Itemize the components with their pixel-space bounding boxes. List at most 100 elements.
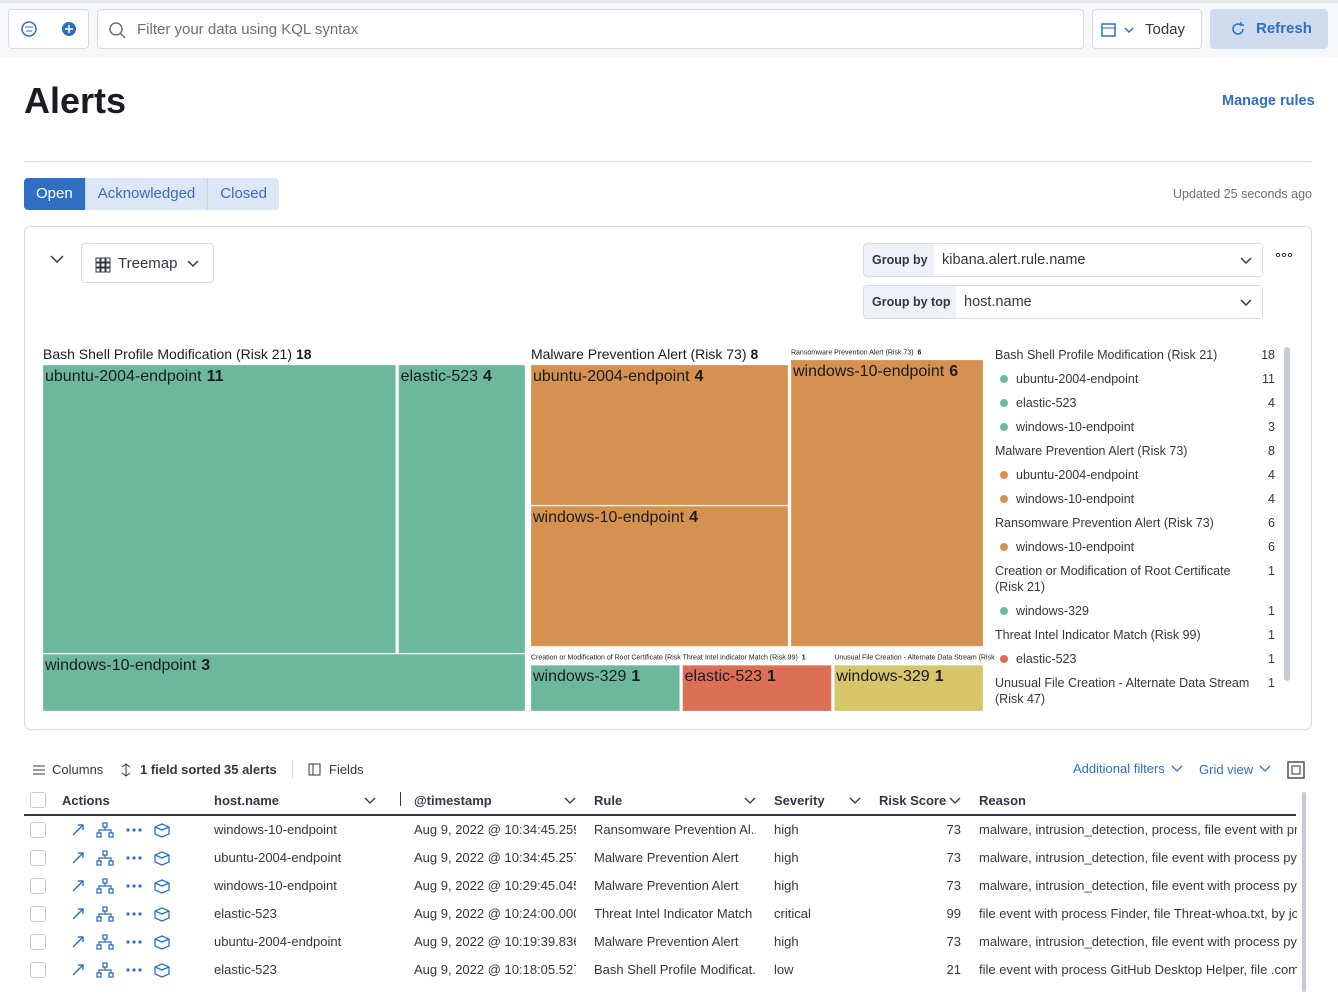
column-header[interactable]: Risk Score (879, 793, 947, 808)
action-icon (154, 910, 170, 915)
action-icon (154, 854, 170, 859)
fields-button[interactable]: Fields (329, 762, 364, 777)
row-checkbox[interactable] (30, 906, 46, 922)
action-icon (154, 826, 170, 831)
row-actions[interactable] (70, 906, 180, 923)
table-cell: Aug 9, 2022 @ 10:34:45.257 (414, 850, 576, 865)
column-menu-icon[interactable] (744, 797, 756, 805)
column-header[interactable]: Rule (594, 793, 623, 808)
legend-item-label: ubuntu-2004-endpoint (995, 467, 1268, 483)
legend-item[interactable]: ubuntu-2004-endpoint 4 (995, 463, 1275, 487)
legend-group-name: Unusual File Creation - Alternate Data S… (995, 676, 1250, 706)
row-checkbox[interactable] (30, 934, 46, 950)
row-actions[interactable] (70, 934, 180, 951)
column-header[interactable]: host.name (214, 793, 280, 808)
column-header[interactable]: @timestamp (414, 793, 492, 808)
manage-rules-link[interactable]: Manage rules (1222, 93, 1315, 109)
action-icon (126, 912, 130, 916)
action-icon (96, 832, 102, 838)
status-tabs: Open Acknowledged Closed (24, 178, 279, 210)
column-header[interactable]: Actions (62, 793, 110, 808)
table-cell: malware, intrusion_detection, file event… (979, 934, 1297, 949)
table-cell: malware, intrusion_detection, file event… (979, 878, 1297, 893)
select-all-checkbox[interactable] (30, 792, 46, 808)
filter-buttons[interactable] (8, 9, 89, 49)
legend-item[interactable]: ubuntu-2004-endpoint 11 (995, 367, 1275, 391)
group-name: Malware Prevention Alert (Risk 73) (531, 346, 747, 362)
more-icon[interactable] (1275, 251, 1293, 259)
row-checkbox[interactable] (30, 962, 46, 978)
group-value: 6 (918, 349, 922, 356)
row-actions[interactable] (70, 878, 180, 895)
chevron-line (949, 797, 961, 804)
legend-item[interactable]: windows-10-endpoint 6 (995, 535, 1275, 559)
tile-value: 4 (689, 509, 698, 526)
page-title: Alerts (24, 80, 127, 121)
row-checkbox[interactable] (30, 878, 46, 894)
action-icon (108, 832, 114, 838)
tile-name: windows-10-endpoint (44, 657, 197, 674)
legend-item-name: windows-10-endpoint (1016, 420, 1135, 434)
table-cell: 73 (946, 822, 961, 837)
treemap-tile (42, 364, 397, 654)
column-menu-icon[interactable] (949, 797, 961, 805)
refresh-button[interactable]: Refresh (1210, 9, 1328, 49)
action-icon (138, 828, 142, 832)
column-menu-icon[interactable] (849, 797, 861, 805)
columns-button[interactable]: Columns (52, 762, 104, 777)
legend-dot (1000, 471, 1008, 479)
action-icon (96, 888, 102, 894)
group-by-top-select[interactable]: Group by top host.name (863, 285, 1263, 319)
action-icon (154, 966, 170, 971)
column-menu-icon[interactable] (364, 797, 376, 805)
action-icon (72, 908, 84, 920)
action-icon (126, 856, 130, 860)
table-cell: windows-10-endpoint (214, 878, 337, 893)
row-actions[interactable] (70, 822, 180, 839)
group-by-select[interactable]: Group by kibana.alert.rule.name (863, 243, 1263, 277)
status-tab[interactable]: Acknowledged (84, 178, 208, 210)
tile-value: 6 (949, 363, 958, 380)
search-box[interactable]: Filter your data using KQL syntax (97, 9, 1084, 49)
collapse-icon[interactable] (49, 253, 65, 265)
action-icon (96, 878, 114, 894)
legend-group: Bash Shell Profile Modification (Risk 21… (995, 343, 1275, 367)
grid-view[interactable]: Grid view (1199, 762, 1254, 777)
action-icon (108, 860, 114, 866)
group-name: Unusual File Creation - Alternate Data S… (834, 655, 995, 662)
row-checkbox[interactable] (30, 822, 46, 838)
action-icon (98, 827, 106, 833)
column-header[interactable]: Reason (979, 793, 1026, 808)
status-tab[interactable]: Closed (207, 178, 279, 210)
additional-filters[interactable]: Additional filters (1073, 761, 1165, 776)
sort-button[interactable]: 1 field sorted (140, 762, 221, 777)
group-label: Threat Intel Indicator Match (Risk 99) 1 (683, 655, 806, 662)
legend-item[interactable]: windows-10-endpoint 3 (995, 415, 1275, 439)
row-actions[interactable] (70, 850, 180, 867)
view-label: Treemap (118, 255, 178, 272)
date-picker[interactable]: Today (1092, 9, 1202, 49)
legend-item-name: ubuntu-2004-endpoint (1016, 468, 1139, 482)
chevron-line (364, 797, 376, 804)
legend-item-name: windows-10-endpoint (1016, 492, 1135, 506)
column-header[interactable]: Severity (774, 793, 825, 808)
view-selector[interactable]: Treemap (81, 243, 214, 283)
treemap-tile (530, 364, 789, 506)
column-menu-icon[interactable] (564, 797, 576, 805)
status-tab[interactable]: Open (24, 178, 85, 210)
group-by-top-label: Group by top (872, 295, 951, 309)
legend-item[interactable]: elastic-523 1 (995, 647, 1275, 671)
fullscreen-icon[interactable] (1287, 761, 1305, 779)
action-icon (102, 934, 108, 940)
group-name: Ransomware Prevention Alert (Risk 73) (791, 349, 914, 356)
action-icon (102, 878, 108, 884)
treemap-tile (833, 664, 984, 712)
legend-item[interactable]: windows-10-endpoint 4 (995, 487, 1275, 511)
date-label: Today (1145, 21, 1186, 38)
legend-item[interactable]: elastic-523 4 (995, 391, 1275, 415)
row-actions[interactable] (70, 962, 180, 979)
legend-group: Creation or Modification of Root Certifi… (995, 559, 1275, 599)
row-checkbox[interactable] (30, 850, 46, 866)
